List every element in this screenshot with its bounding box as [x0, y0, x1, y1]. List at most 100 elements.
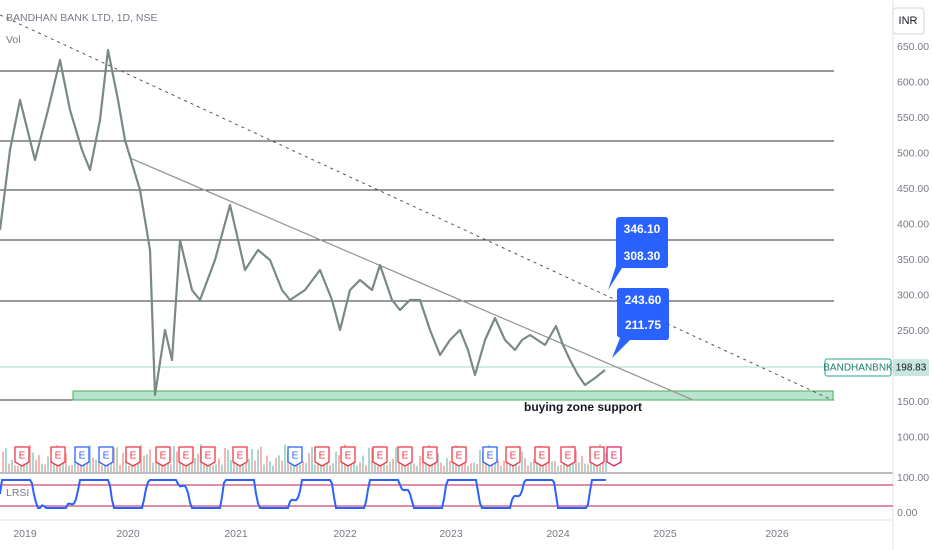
volume-bar	[314, 464, 316, 472]
volume-bar	[89, 445, 91, 472]
volume-bar	[113, 448, 115, 472]
price-axis-label: 300.00	[897, 289, 929, 301]
volume-bar	[29, 444, 31, 472]
volume-bar	[323, 464, 325, 472]
volume-bar	[353, 456, 355, 472]
volume-bar	[359, 462, 361, 472]
callout-1	[608, 217, 668, 290]
earnings-marker-label: E	[456, 451, 463, 462]
earnings-marker	[155, 446, 171, 467]
earnings-marker	[287, 446, 303, 467]
price-axis-label: 150.00	[897, 396, 929, 408]
volume-bar	[68, 465, 70, 472]
symbol-box	[824, 358, 892, 377]
volume-bar	[119, 465, 121, 472]
price-axis-label: 450.00	[897, 183, 929, 195]
earnings-marker-label: E	[377, 451, 384, 462]
volume-bar	[116, 447, 118, 472]
earnings-marker-label: E	[19, 451, 26, 462]
volume-bar	[278, 455, 280, 472]
volume-bar	[530, 462, 532, 472]
volume-bar	[578, 462, 580, 472]
volume-bar	[332, 463, 334, 472]
volume-bar	[590, 455, 592, 472]
earnings-marker	[200, 446, 216, 467]
volume-bar	[434, 459, 436, 472]
volume-bar	[584, 463, 586, 472]
volume-bar	[269, 461, 271, 472]
volume-bar	[11, 459, 13, 472]
volume-bar	[470, 463, 472, 472]
volume-bar	[47, 456, 49, 472]
currency[interactable]: INR	[899, 15, 918, 27]
volume-bar	[395, 447, 397, 472]
earnings-marker-label: E	[319, 451, 326, 462]
earnings-marker	[50, 446, 66, 467]
volume-bar	[302, 461, 304, 472]
earnings-marker-label: E	[594, 451, 601, 462]
time-axis-label: 2026	[765, 528, 789, 540]
volume-bar	[203, 460, 205, 472]
volume-bar	[251, 449, 253, 472]
volume-bar	[266, 455, 268, 472]
volume-bar	[59, 462, 61, 472]
earnings-marker-label: E	[55, 451, 62, 462]
volume-bar	[188, 463, 190, 472]
earnings-marker	[178, 446, 194, 467]
earnings-marker	[482, 446, 498, 467]
callout-value: 211.75	[625, 318, 661, 332]
volume-bar	[407, 462, 409, 472]
volume-bar	[44, 464, 46, 472]
volume-bar	[308, 452, 310, 472]
volume-bar	[215, 464, 217, 472]
volume-bar	[560, 464, 562, 472]
volume-bar	[149, 449, 151, 472]
volume-bar	[194, 457, 196, 472]
earnings-marker	[606, 446, 622, 467]
volume-bar	[581, 455, 583, 472]
volume-bar	[74, 461, 76, 472]
volume-bar	[467, 465, 469, 472]
dotted-trendline	[0, 14, 833, 401]
volume-bar	[245, 463, 247, 472]
oscillator-line	[0, 479, 606, 509]
callout-value: 308.30	[624, 249, 661, 263]
earnings-marker-label: E	[565, 451, 572, 462]
volume-bar	[449, 460, 451, 472]
earnings-marker-label: E	[427, 451, 434, 462]
volume-bar	[374, 462, 376, 472]
volume-bar	[602, 459, 604, 472]
earnings-marker-label: E	[539, 451, 546, 462]
volume-bar	[365, 465, 367, 472]
volume-bar	[122, 452, 124, 472]
earnings-marker	[314, 446, 330, 467]
earnings-marker-label: E	[487, 451, 494, 462]
volume-bar	[326, 460, 328, 472]
volume-bar	[242, 464, 244, 472]
volume-bar	[521, 451, 523, 472]
earnings-marker	[340, 446, 356, 467]
earnings-marker	[98, 446, 114, 467]
volume-bar	[299, 464, 301, 472]
price-axis-label: 400.00	[897, 218, 929, 230]
volume-bar	[389, 461, 391, 472]
volume-bar	[476, 463, 478, 472]
time-axis-label: 2024	[546, 528, 570, 540]
callout-value: 346.10	[624, 222, 661, 236]
time-axis-label: 2020	[116, 528, 140, 540]
currency-button[interactable]	[892, 7, 925, 35]
earnings-marker-label: E	[183, 451, 190, 462]
time-axis-label: 2019	[13, 528, 37, 540]
volume-bar	[197, 453, 199, 472]
volume-bar	[587, 464, 589, 472]
volume-bar	[176, 451, 178, 472]
earnings-marker-label: E	[611, 451, 618, 462]
indicator-axis-label: 0.00	[897, 507, 918, 519]
volume-bar	[173, 446, 175, 472]
buying-zone	[72, 390, 834, 401]
indicator-label: LRSI	[6, 487, 29, 499]
earnings-marker-label: E	[292, 451, 299, 462]
price-axis-label: 250.00	[897, 325, 929, 337]
volume-bar	[239, 462, 241, 472]
